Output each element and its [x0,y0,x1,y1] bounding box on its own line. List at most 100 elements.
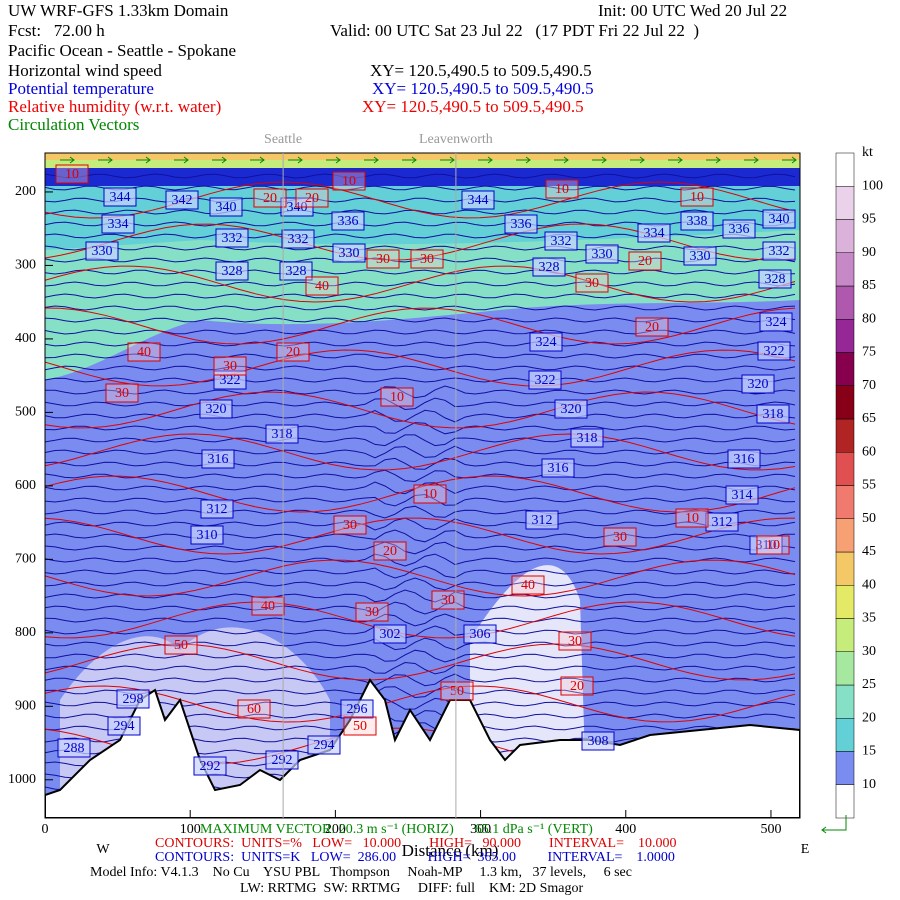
contour-label-text: 30 [376,252,390,267]
contour-label-text: 20 [286,345,300,360]
contour-label-text: 30 [420,252,434,267]
contour-label-text: 332 [769,244,790,259]
contour-label: 10 [55,164,89,184]
contour-label: 316 [727,449,761,469]
theta-contour [45,493,796,507]
label-box [585,244,619,264]
field-xy: XY= 120.5,490.5 to 509.5,490.5 [372,79,594,98]
contour-label: 340 [209,197,243,217]
max-vector: MAXIMUM VECTOR: 20.3 m s⁻¹ (HORIZ) 65.1 … [200,822,593,837]
label-box [758,269,792,289]
colorbar-label: 85 [862,278,876,293]
contour-label-text: 288 [64,741,85,756]
contour-label: 320 [199,399,233,419]
contour-label: 330 [683,246,717,266]
label-box [237,699,271,719]
x-tick-label: 100 [180,822,201,837]
contour-label-text: 20 [638,254,652,269]
label-box [107,716,141,736]
contour-label-text: 340 [769,212,790,227]
contour-label-text: 320 [748,377,769,392]
model-info: Model Info: V4.1.3 No Cu YSU PBL Thompso… [90,865,632,880]
contour-label: 336 [331,211,365,231]
contour-label: 10 [680,187,714,207]
label-box [560,676,594,696]
contour-label: 40 [305,276,339,296]
colorbar-label: 60 [862,444,876,459]
theta-contour [45,329,796,335]
contour-label: 10 [756,535,790,555]
contour-label: 50 [440,681,474,701]
label-box [504,214,538,234]
contour-label-text: 20 [263,191,277,206]
x-right: E [801,842,810,857]
colorbar-box [835,784,855,819]
label-box [762,241,796,261]
contour-label: 306 [463,624,497,644]
contour-label: 30 [575,273,609,293]
x-tick-label: 500 [760,822,781,837]
label-box [366,249,400,269]
contour-label-text: 328 [286,264,307,279]
colorbar-box [835,152,855,187]
field-name: Horizontal wind speed [8,61,162,80]
contour-label-text: 10 [390,390,404,405]
label-box [725,485,759,505]
contour-label: 318 [570,428,604,448]
colorbar-box [835,219,855,253]
contour-label-text: 50 [353,719,367,734]
label-box [101,214,135,234]
label-box [545,179,579,199]
theta-contour [45,613,796,627]
contour-label-text: 40 [521,578,535,593]
contour-label: 330 [585,244,619,264]
theta-contour [45,209,796,215]
contour-label-text: 316 [734,452,755,467]
contour-label-text: 330 [690,249,711,264]
vector [212,156,227,164]
colorbar-box [835,352,855,386]
contour-label-text: 316 [548,461,569,476]
y-tick-label: 700 [15,552,36,567]
contour-label-text: 336 [511,217,532,232]
vector [554,156,569,164]
label-box [251,596,285,616]
colorbar-box [835,452,855,486]
contour-label: 30 [558,631,592,651]
contour-label-text: 40 [137,345,151,360]
theta-contour [45,293,796,299]
y-tick-label: 300 [15,258,36,273]
label-box [343,716,377,736]
field-xy: XY= 120.5,490.5 to 509.5,490.5 [370,61,592,80]
label-box [215,261,249,281]
contour-label: 20 [373,541,407,561]
contour-label-text: 336 [338,214,359,229]
contour-label: 20 [560,676,594,696]
contour-label: 30 [355,602,389,622]
label-box [201,449,235,469]
colorbar-unit: kt [862,145,873,160]
contour-label: 322 [528,370,562,390]
vector [592,156,607,164]
label-box [373,541,407,561]
y-tick-label: 1000 [8,772,36,787]
contour-label-text: 344 [110,190,131,205]
contour-label: 20 [295,188,329,208]
contour-label-text: 40 [315,279,329,294]
colorbar-label: 50 [862,511,876,526]
contour-label-text: 10 [555,182,569,197]
contour-label: 332 [544,231,578,251]
contour-label: 336 [722,219,756,239]
vector [60,156,75,164]
contour-label: 320 [554,399,588,419]
rh-contour [45,643,796,681]
y-tick-label: 600 [15,478,36,493]
contour-label: 340 [762,209,796,229]
contour-label-text: 10 [65,167,79,182]
label-box [213,356,247,376]
rh-contour [45,601,796,639]
rh-contour [45,391,796,429]
contour-label: 342 [165,190,199,210]
colorbar-label: 65 [862,411,876,426]
